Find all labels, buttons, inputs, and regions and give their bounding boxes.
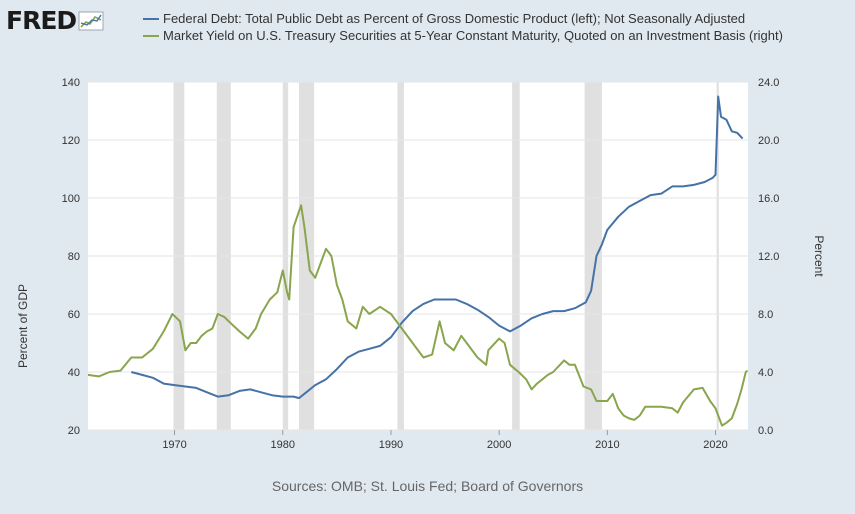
right-tick-label-4.0: 4.0 [758,367,773,379]
chart-header: FRED Federal Debt: Total Public Debt as … [0,0,855,70]
right-axis-title: Percent [812,235,826,277]
left-tick-label-20: 20 [68,425,80,437]
legend-swatch-treasury-yield [143,35,159,37]
fred-logo-text: FRED [6,6,77,35]
right-tick-label-8.0: 8.0 [758,309,773,321]
x-tick-label-1970: 1970 [162,439,186,451]
right-tick-label-24.0: 24.0 [758,77,779,89]
right-tick-label-0.0: 0.0 [758,425,773,437]
series-line-treasury-yield[interactable] [87,204,749,427]
fred-logo[interactable]: FRED [6,6,104,35]
right-tick-label-20.0: 20.0 [758,135,779,147]
x-tick-label-1990: 1990 [379,439,403,451]
legend-item-federal-debt[interactable]: Federal Debt: Total Public Debt as Perce… [143,10,848,27]
grid-lines [88,81,748,431]
x-tick-label-2020: 2020 [703,439,727,451]
sources-note: Sources: OMB; St. Louis Fed; Board of Go… [271,478,584,494]
chart-area[interactable]: 20 40 60 80 100 120 140 0.0 4.0 8.0 12.0 16.0 20.0 2… [0,70,855,475]
left-axis-ticks: 20 40 60 80 100 120 140 [62,77,80,437]
left-tick-label-40: 40 [68,367,80,379]
x-tick-label-2000: 2000 [487,439,511,451]
legend-swatch-federal-debt [143,18,159,20]
left-axis-title: Percent of GDP [16,284,30,368]
legend-item-treasury-yield[interactable]: Market Yield on U.S. Treasury Securities… [143,27,848,44]
right-axis-ticks: 0.0 4.0 8.0 12.0 16.0 20.0 24.0 [758,77,779,437]
x-tick-label-1980: 1980 [271,439,295,451]
series-line-federal-debt[interactable] [131,95,744,400]
right-tick-label-12.0: 12.0 [758,251,779,263]
x-tick-label-2010: 2010 [595,439,619,451]
fred-chart-icon [78,11,104,30]
chart-legend: Federal Debt: Total Public Debt as Perce… [143,10,848,44]
left-tick-label-80: 80 [68,251,80,263]
right-tick-label-16.0: 16.0 [758,193,779,205]
left-tick-label-60: 60 [68,309,80,321]
legend-label-federal-debt: Federal Debt: Total Public Debt as Perce… [163,11,746,26]
left-tick-label-120: 120 [62,135,80,147]
left-tick-label-140: 140 [62,77,80,89]
legend-label-treasury-yield: Market Yield on U.S. Treasury Securities… [163,28,783,43]
x-axis-ticks: 1970 1980 1990 2000 2010 2020 [162,430,728,451]
left-tick-label-100: 100 [62,193,80,205]
series-lines [87,95,749,427]
